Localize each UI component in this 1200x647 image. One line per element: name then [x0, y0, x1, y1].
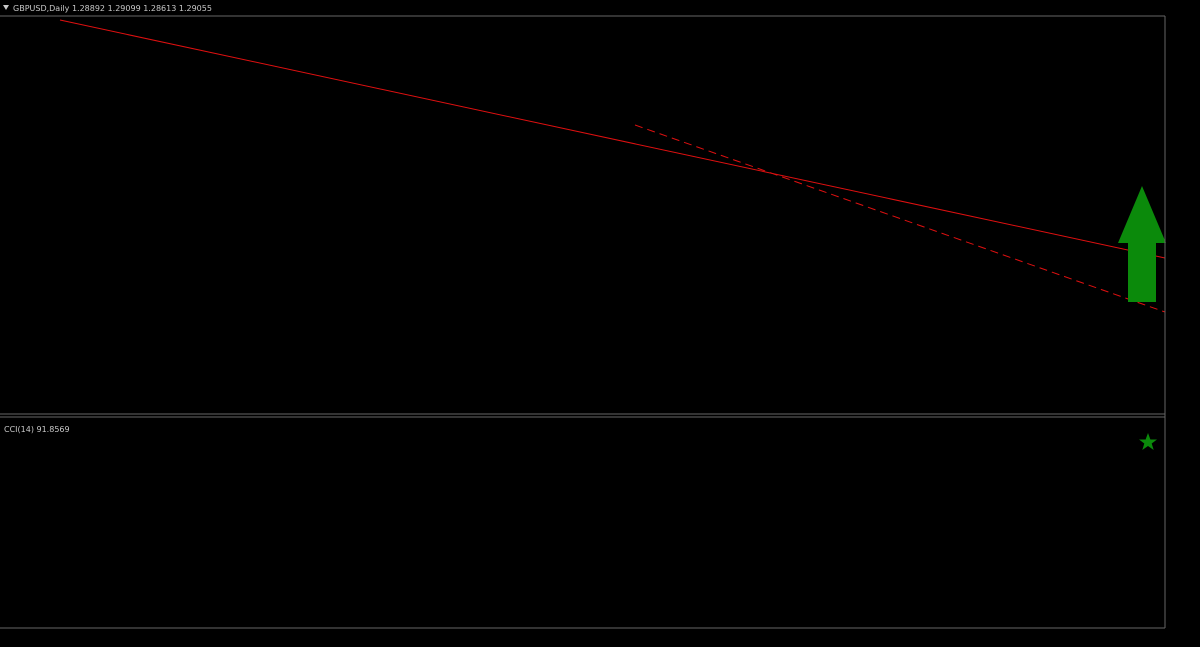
header: GBPUSD,Daily 1.28892 1.29099 1.28613 1.2…	[13, 4, 212, 13]
indicator-label: CCI(14) 91.8569	[4, 425, 70, 434]
indicator-name: CCI(14)	[4, 425, 34, 434]
indicator-value: 91.8569	[37, 425, 70, 434]
symbol-title: GBPUSD,Daily	[13, 4, 70, 13]
last-low: 1.28613	[143, 4, 176, 13]
last-open: 1.28892	[72, 4, 105, 13]
frame	[0, 15, 1166, 629]
last-close: 1.29055	[179, 4, 212, 13]
last-high: 1.29099	[108, 4, 141, 13]
trend-line-dashed	[634, 124, 1166, 313]
menu-arrow[interactable]	[3, 5, 9, 10]
star	[1139, 433, 1157, 450]
up-arrow	[1118, 186, 1166, 302]
drawings	[59, 19, 1166, 450]
trend-line	[59, 19, 1166, 259]
